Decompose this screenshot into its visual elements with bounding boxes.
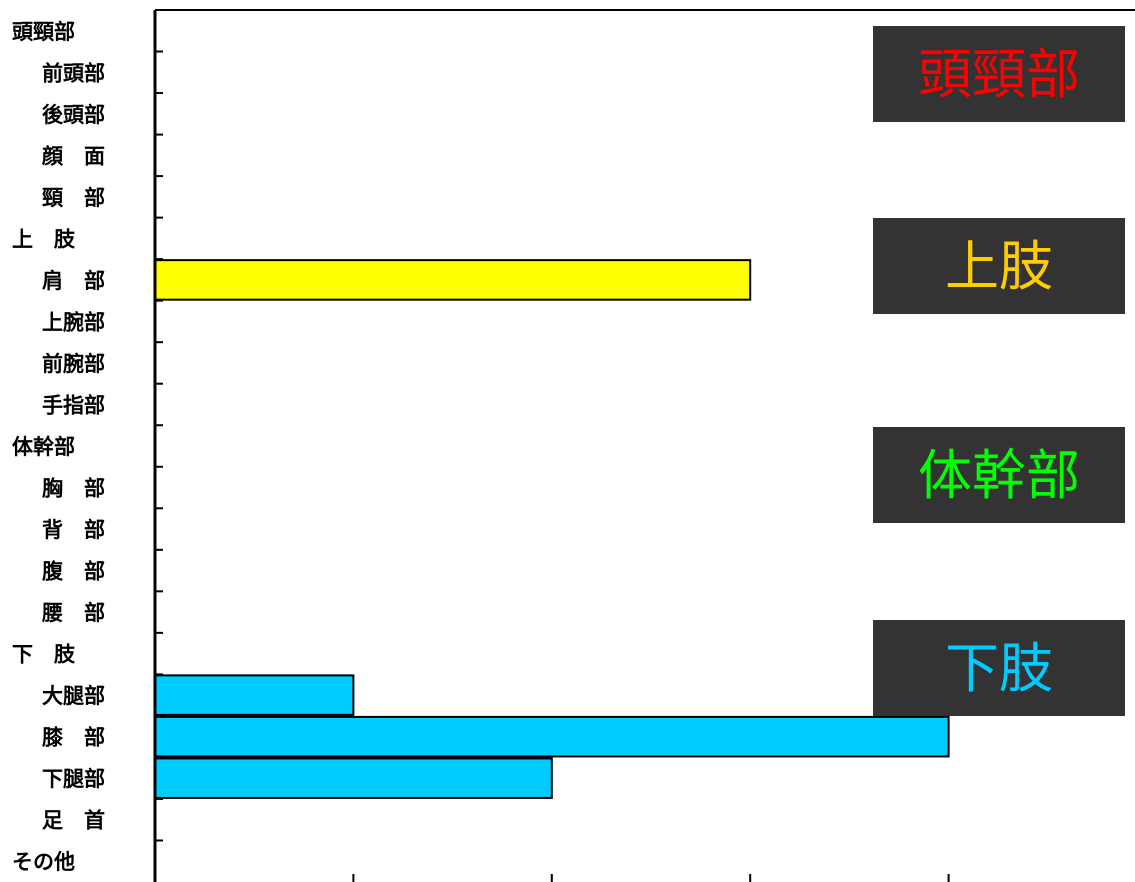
category-label-16: 大腿部 <box>42 684 105 708</box>
category-label-8: 前腕部 <box>42 352 105 376</box>
group-label-5: 上 肢 <box>12 227 76 251</box>
legend-text-0: 頭頸部 <box>918 43 1080 106</box>
legend-box-1 <box>873 218 1125 314</box>
category-label-2: 後頭部 <box>42 103 105 127</box>
category-label-19: 足 首 <box>42 809 105 833</box>
category-label-7: 上腕部 <box>42 310 105 334</box>
bar-16 <box>154 674 355 716</box>
category-label-6: 肩 部 <box>42 269 105 293</box>
bar-18 <box>154 757 553 799</box>
legend-box-3 <box>873 620 1125 716</box>
category-label-4: 頸 部 <box>42 186 105 210</box>
bars-group <box>154 259 950 799</box>
legend-box-2 <box>873 427 1125 523</box>
group-label-20: その他 <box>12 850 75 874</box>
category-label-18: 下腿部 <box>42 767 105 791</box>
category-label-17: 膝 部 <box>42 726 105 750</box>
group-label-15: 下 肢 <box>12 643 76 667</box>
legend-text-2: 体幹部 <box>918 444 1080 507</box>
category-label-1: 前頭部 <box>42 61 105 85</box>
group-label-0: 頭頸部 <box>12 20 75 44</box>
category-label-3: 顔 面 <box>41 144 105 168</box>
category-label-13: 腹 部 <box>42 560 105 584</box>
legend-box-0 <box>873 26 1125 122</box>
category-label-11: 胸 部 <box>42 477 105 501</box>
group-label-10: 体幹部 <box>12 435 75 459</box>
category-label-14: 腰 部 <box>41 601 105 625</box>
axes-group <box>153 9 1135 882</box>
bar-17 <box>154 715 950 758</box>
category-label-9: 手指部 <box>42 393 105 417</box>
category-label-12: 背 部 <box>42 518 105 542</box>
legend-text-1: 上肢 <box>945 235 1053 298</box>
bar-6 <box>154 259 752 301</box>
legend-text-3: 下肢 <box>945 637 1053 700</box>
